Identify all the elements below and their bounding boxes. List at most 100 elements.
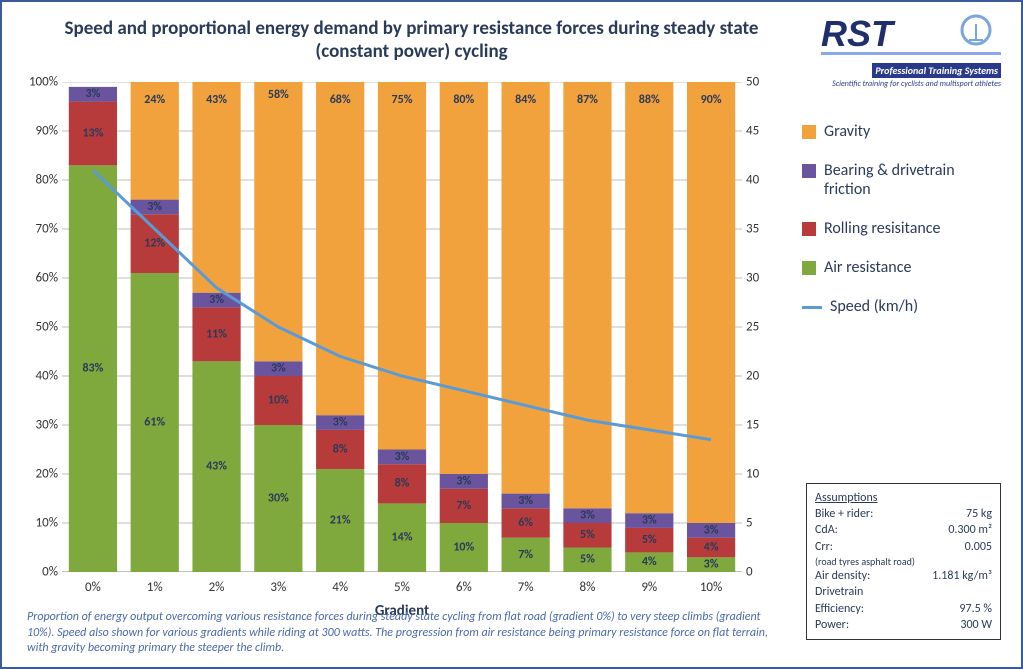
legend-item-rolling: Rolling resisitance [802,219,1002,238]
bar-label-bearing: 3% [333,415,348,429]
y-right-tick: 20 [746,369,759,384]
assumption-key: CdA: [815,522,838,538]
assumption-value: 300 W [960,617,992,633]
x-tick: 4% [332,580,348,595]
assumptions-header: Assumptions [815,490,992,506]
legend-item-air: Air resistance [802,258,1002,277]
y-right-tick: 0 [746,565,753,580]
bar-label-bearing: 3% [456,474,471,488]
bar-label-rolling: 5% [642,533,657,547]
y-left-tick: 40% [36,369,58,384]
legend-swatch [802,125,816,139]
x-tick: 1% [147,580,163,595]
bar-gravity [687,82,735,523]
y-left-tick: 100% [29,75,58,90]
bar-label-bearing: 3% [704,523,719,537]
bar-label-bearing: 3% [395,450,410,464]
legend-swatch [802,164,816,178]
bar-label-gravity: 75% [392,93,413,107]
x-tick: 3% [270,580,286,595]
logo: RST Professional Training Systems Scient… [821,12,1001,89]
bar-label-bearing: 3% [580,509,595,523]
y-right-tick: 5 [746,516,753,531]
y-right-tick: 40 [746,173,759,188]
bar-label-bearing: 3% [85,87,100,101]
assumption-row: Efficiency: 97.5 % [815,601,992,617]
y-right-tick: 15 [746,418,759,433]
y-left-tick: 50% [36,320,58,335]
bar-label-bearing: 3% [209,293,224,307]
bar-label-rolling: 12% [144,237,165,251]
bar-label-rolling: 7% [456,499,471,513]
bar-label-air: 7% [518,548,533,562]
bar-label-rolling: 4% [704,540,719,554]
logo-tagline-1: Professional Training Systems [872,63,1001,78]
bar-label-air: 61% [144,415,165,429]
logo-tagline-2: Scientific training for cyclists and mul… [821,79,1001,89]
y-axis-right: 05101520253035404550 [742,82,782,572]
bar-label-air: 30% [268,491,289,505]
bar-label-gravity: 80% [453,93,474,107]
assumption-key: Bike + rider: [815,506,873,522]
assumption-row: Power: 300 W [815,617,992,633]
bar-label-air: 4% [642,555,657,569]
assumption-value: 0.005 [965,539,992,555]
y-right-tick: 30 [746,271,759,286]
legend-swatch [802,261,816,275]
chart-title: Speed and proportional energy demand by … [62,18,761,64]
assumption-row: CdA: 0.300 m² [815,522,992,538]
caption: Proportion of energy output overcoming v… [27,610,777,657]
assumption-value: 0.300 m² [948,522,992,538]
bar-label-gravity: 88% [639,93,660,107]
y-left-tick: 90% [36,124,58,139]
bar-label-air: 83% [82,362,103,376]
y-left-tick: 60% [36,271,58,286]
bar-gravity [563,82,611,508]
assumption-drivetrain-label: Drivetrain [815,584,992,600]
assumption-key: Air density: [815,568,870,584]
legend-label: Speed (km/h) [830,297,918,316]
logo-text: RST [821,13,896,54]
bar-label-rolling: 10% [268,393,289,407]
y-left-tick: 10% [36,516,58,531]
bar-gravity [440,82,488,474]
bar-label-air: 5% [580,553,595,567]
x-tick: 8% [580,580,596,595]
assumption-value: 75 kg [966,506,992,522]
bar-label-rolling: 11% [206,327,227,341]
assumption-row: Air density: 1.181 kg/m³ [815,568,992,584]
legend-label: Bearing & drivetrain friction [824,161,1002,199]
assumptions-box: Assumptions Bike + rider: 75 kg CdA: 0.300 … [806,483,1001,640]
assumption-row: Bike + rider: 75 kg [815,506,992,522]
y-right-tick: 50 [746,75,759,90]
bar-label-bearing: 3% [518,494,533,508]
x-tick: 6% [456,580,472,595]
bar-label-gravity: 68% [330,93,351,107]
y-right-tick: 35 [746,222,759,237]
bar-label-rolling: 5% [580,528,595,542]
plot-area: 83%13%3%61%12%3%24%43%11%3%43%30%10%3%58… [62,82,742,572]
x-tick: 5% [394,580,410,595]
assumption-value: 97.5 % [959,601,992,617]
bar-label-bearing: 3% [147,200,162,214]
bar-label-rolling: 8% [333,442,348,456]
legend-swatch [802,222,816,236]
bar-label-gravity: 87% [577,93,598,107]
y-right-tick: 10 [746,467,759,482]
x-tick: 7% [518,580,534,595]
bar-label-air: 10% [453,540,474,554]
assumption-value: 1.181 kg/m³ [932,568,992,584]
assumption-key: Efficiency: [815,601,864,617]
legend: GravityBearing & drivetrain frictionRoll… [802,122,1002,336]
bar-label-air: 43% [206,460,227,474]
x-tick: 0% [85,580,101,595]
y-left-tick: 20% [36,467,58,482]
assumption-key: Crr: [815,539,833,555]
bar-label-air: 3% [704,558,719,572]
legend-item-bearing: Bearing & drivetrain friction [802,161,1002,199]
bar-label-bearing: 3% [642,513,657,527]
bar-label-gravity: 84% [515,93,536,107]
assumption-key: Power: [815,617,849,633]
y-axis-left: 0%10%20%30%40%50%60%70%80%90%100% [22,82,62,572]
assumption-row: Crr: 0.005 [815,539,992,555]
